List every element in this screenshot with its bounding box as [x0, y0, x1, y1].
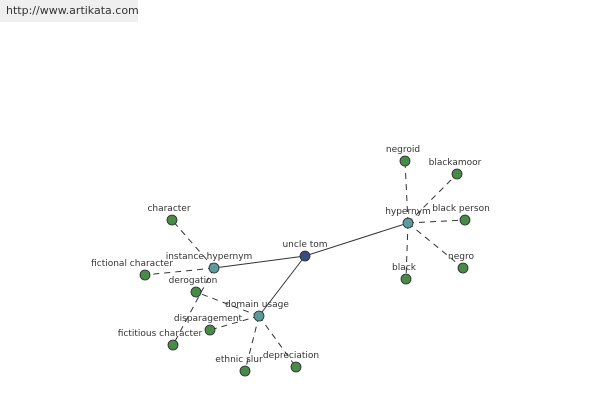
edge-hypernym-to-negro — [407, 222, 464, 269]
node-dot-depreciation[interactable] — [290, 361, 302, 373]
node-dot-black-person[interactable] — [459, 214, 471, 226]
edge-uncle-tom-to-domain-usage — [258, 255, 306, 317]
node-dot-black[interactable] — [400, 273, 412, 285]
node-label-negroid[interactable]: negroid — [386, 145, 420, 155]
node-dot-ethnic-slur[interactable] — [239, 365, 251, 377]
edges-layer — [144, 160, 466, 372]
node-domain-usage[interactable]: domain usage — [225, 300, 289, 322]
node-black-person[interactable]: black person — [432, 204, 490, 226]
nodes-layer: uncle tom hypernym instance hypernym domain… — [91, 145, 490, 377]
edge-uncle-tom-to-hypernym — [304, 222, 409, 257]
node-dot-disparagement[interactable] — [204, 324, 216, 336]
node-label-character[interactable]: character — [147, 204, 190, 214]
node-label-instance-hypernym[interactable]: instance hypernym — [166, 252, 253, 262]
node-disparagement[interactable]: disparagement — [174, 314, 243, 336]
node-dot-fictional-character[interactable] — [139, 269, 151, 281]
node-hypernym[interactable]: hypernym — [385, 207, 431, 229]
node-dot-negro[interactable] — [457, 262, 469, 274]
url-text[interactable]: http://www.artikata.com — [6, 4, 139, 17]
node-dot-derogation[interactable] — [190, 286, 202, 298]
edge-instance-hypernym-to-fictional-character — [144, 267, 215, 276]
node-negro[interactable]: negro — [448, 252, 474, 274]
node-label-blackamoor[interactable]: blackamoor — [429, 158, 482, 168]
node-blackamoor[interactable]: blackamoor — [429, 158, 482, 180]
node-dot-domain-usage[interactable] — [253, 310, 265, 322]
node-instance-hypernym[interactable]: instance hypernym — [166, 252, 253, 274]
node-label-derogation[interactable]: derogation — [169, 276, 218, 286]
node-ethnic-slur[interactable]: ethnic slur — [215, 355, 263, 377]
edge-domain-usage-to-ethnic-slur — [244, 315, 260, 372]
url-banner[interactable]: http://www.artikata.com — [0, 0, 139, 22]
node-label-black-person[interactable]: black person — [432, 204, 490, 214]
node-label-disparagement[interactable]: disparagement — [174, 314, 243, 324]
node-label-domain-usage[interactable]: domain usage — [225, 300, 289, 310]
node-dot-negroid[interactable] — [399, 155, 411, 167]
node-dot-character[interactable] — [166, 214, 178, 226]
node-label-uncle-tom[interactable]: uncle tom — [282, 240, 327, 250]
node-label-depreciation[interactable]: depreciation — [263, 351, 319, 361]
node-dot-uncle-tom[interactable] — [299, 250, 311, 262]
node-depreciation[interactable]: depreciation — [263, 351, 319, 373]
edge-uncle-tom-to-instance-hypernym — [213, 255, 306, 269]
node-label-ethnic-slur[interactable]: ethnic slur — [215, 355, 263, 365]
node-derogation[interactable]: derogation — [169, 276, 218, 298]
edge-domain-usage-to-derogation — [195, 291, 260, 317]
edge-instance-hypernym-to-fictitious-character — [172, 267, 215, 346]
node-negroid[interactable]: negroid — [386, 145, 420, 167]
node-label-hypernym[interactable]: hypernym — [385, 207, 431, 217]
edge-hypernym-to-black — [405, 222, 409, 280]
node-black[interactable]: black — [392, 263, 417, 285]
node-fictional-character[interactable]: fictional character — [91, 259, 173, 281]
edge-domain-usage-to-disparagement — [209, 315, 260, 331]
node-dot-hypernym[interactable] — [402, 217, 414, 229]
node-dot-blackamoor[interactable] — [451, 168, 463, 180]
node-fictitious-character[interactable]: fictitious character — [118, 329, 203, 351]
edge-hypernym-to-blackamoor — [407, 173, 458, 224]
node-label-black[interactable]: black — [392, 263, 417, 273]
node-dot-fictitious-character[interactable] — [167, 339, 179, 351]
node-character[interactable]: character — [147, 204, 191, 226]
edge-hypernym-to-black-person — [407, 219, 466, 224]
node-label-fictional-character[interactable]: fictional character — [91, 259, 173, 269]
node-label-negro[interactable]: negro — [448, 252, 474, 262]
node-label-fictitious-character[interactable]: fictitious character — [118, 329, 203, 339]
node-uncle-tom[interactable]: uncle tom — [282, 240, 328, 262]
node-dot-instance-hypernym[interactable] — [208, 262, 220, 274]
